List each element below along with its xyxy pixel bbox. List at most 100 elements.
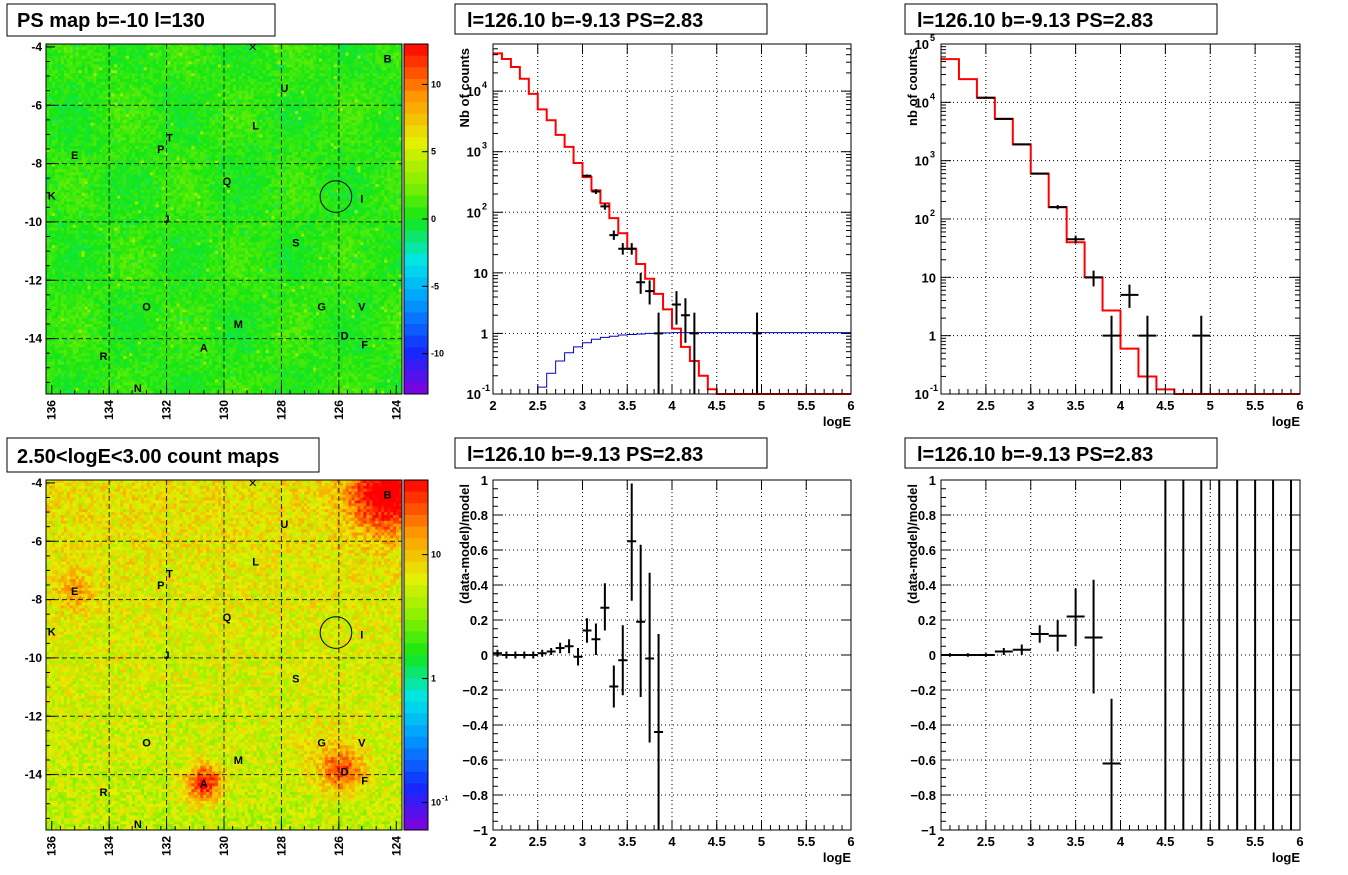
heatmap-cell <box>203 44 207 48</box>
heatmap-cell <box>81 44 86 48</box>
heatmap-cell <box>351 64 356 68</box>
heatmap-cell <box>117 108 121 112</box>
heatmap-cell <box>330 90 335 95</box>
heatmap-cell <box>46 67 50 71</box>
heatmap-cell <box>108 119 112 124</box>
heatmap-cell <box>354 76 358 80</box>
heatmap-cell <box>167 102 172 106</box>
heatmap-cell <box>114 87 118 92</box>
heatmap-cell <box>72 116 77 121</box>
heatmap-cell <box>295 81 299 86</box>
heatmap-cell <box>271 125 275 130</box>
heatmap-cell <box>310 143 314 147</box>
heatmap-cell <box>387 119 391 124</box>
heatmap-cell <box>108 105 112 109</box>
heatmap-cell <box>360 99 364 103</box>
heatmap-cell <box>203 58 207 62</box>
heatmap-cell <box>188 58 192 62</box>
heatmap-cell <box>232 79 237 83</box>
heatmap-cell <box>126 84 130 89</box>
heatmap-cell <box>247 99 252 103</box>
heatmap-cell <box>57 122 62 127</box>
heatmap-cell <box>60 160 65 165</box>
heatmap-cell <box>164 114 169 118</box>
heatmap-cell <box>84 146 89 150</box>
heatmap-cell <box>363 46 367 51</box>
heatmap-cell <box>90 61 94 65</box>
heatmap-cell <box>384 99 388 103</box>
heatmap-cell <box>271 157 275 162</box>
heatmap-cell <box>149 149 154 153</box>
heatmap-cell <box>48 151 53 156</box>
heatmap-cell <box>330 96 335 100</box>
heatmap-cell <box>238 114 243 118</box>
heatmap-cell <box>369 146 373 150</box>
heatmap-cell <box>108 49 112 54</box>
heatmap-cell <box>298 128 302 132</box>
heatmap-cell <box>345 44 350 48</box>
heatmap-cell <box>164 73 169 77</box>
heatmap-cell <box>209 122 213 127</box>
heatmap-cell <box>60 146 65 150</box>
heatmap-cell <box>399 140 403 144</box>
heatmap-cell <box>381 146 385 150</box>
heatmap-cell <box>96 79 100 83</box>
heatmap-cell <box>345 119 350 124</box>
heatmap-cell <box>262 96 267 100</box>
heatmap-cell <box>152 102 157 106</box>
heatmap-cell <box>114 99 118 103</box>
heatmap-cell <box>149 96 154 100</box>
heatmap-cell <box>149 151 154 156</box>
heatmap-cell <box>313 52 317 57</box>
heatmap-cell <box>57 93 62 97</box>
heatmap-cell <box>96 87 100 92</box>
heatmap-cell <box>167 44 172 48</box>
heatmap-cell <box>78 146 83 150</box>
heatmap-cell <box>366 131 370 135</box>
heatmap-cell <box>366 102 370 106</box>
heatmap-cell <box>307 76 311 80</box>
heatmap-cell <box>351 134 356 138</box>
heatmap-cell <box>295 154 299 159</box>
heatmap-cell <box>229 58 234 62</box>
heatmap-cell <box>84 87 89 92</box>
heatmap-cell <box>215 76 219 80</box>
heatmap-cell <box>72 87 77 92</box>
heatmap-cell <box>256 111 261 115</box>
heatmap-cell <box>203 154 207 159</box>
heatmap-cell <box>342 143 347 147</box>
heatmap-cell <box>46 84 50 89</box>
heatmap-cell <box>298 84 302 89</box>
heatmap-cell <box>46 137 50 141</box>
heatmap-cell <box>96 149 100 153</box>
heatmap-cell <box>324 105 329 109</box>
heatmap-cell <box>256 55 261 60</box>
heatmap-cell <box>135 154 139 159</box>
heatmap-cell <box>191 108 195 112</box>
heatmap-cell <box>315 134 320 138</box>
heatmap-cell <box>63 61 68 65</box>
heatmap-cell <box>321 102 326 106</box>
heatmap-cell <box>298 134 302 138</box>
heatmap-cell <box>324 108 329 112</box>
heatmap-cell <box>363 105 367 109</box>
heatmap-cell <box>75 73 80 77</box>
heatmap-cell <box>396 67 400 71</box>
heatmap-cell <box>152 125 157 130</box>
heatmap-cell <box>191 64 195 68</box>
heatmap-cell <box>54 79 59 83</box>
heatmap-cell <box>197 64 201 68</box>
heatmap-cell <box>126 143 130 147</box>
heatmap-cell <box>132 122 136 127</box>
heatmap-cell <box>271 70 275 74</box>
heatmap-cell <box>393 55 397 60</box>
heatmap-cell <box>209 81 213 86</box>
heatmap-cell <box>238 134 243 138</box>
heatmap-cell <box>393 157 397 162</box>
heatmap-cell <box>152 70 157 74</box>
heatmap-cell <box>72 52 77 57</box>
heatmap-cell <box>372 61 376 65</box>
heatmap-cell <box>256 81 261 86</box>
heatmap-cell <box>274 134 278 138</box>
heatmap-cell <box>203 87 207 92</box>
